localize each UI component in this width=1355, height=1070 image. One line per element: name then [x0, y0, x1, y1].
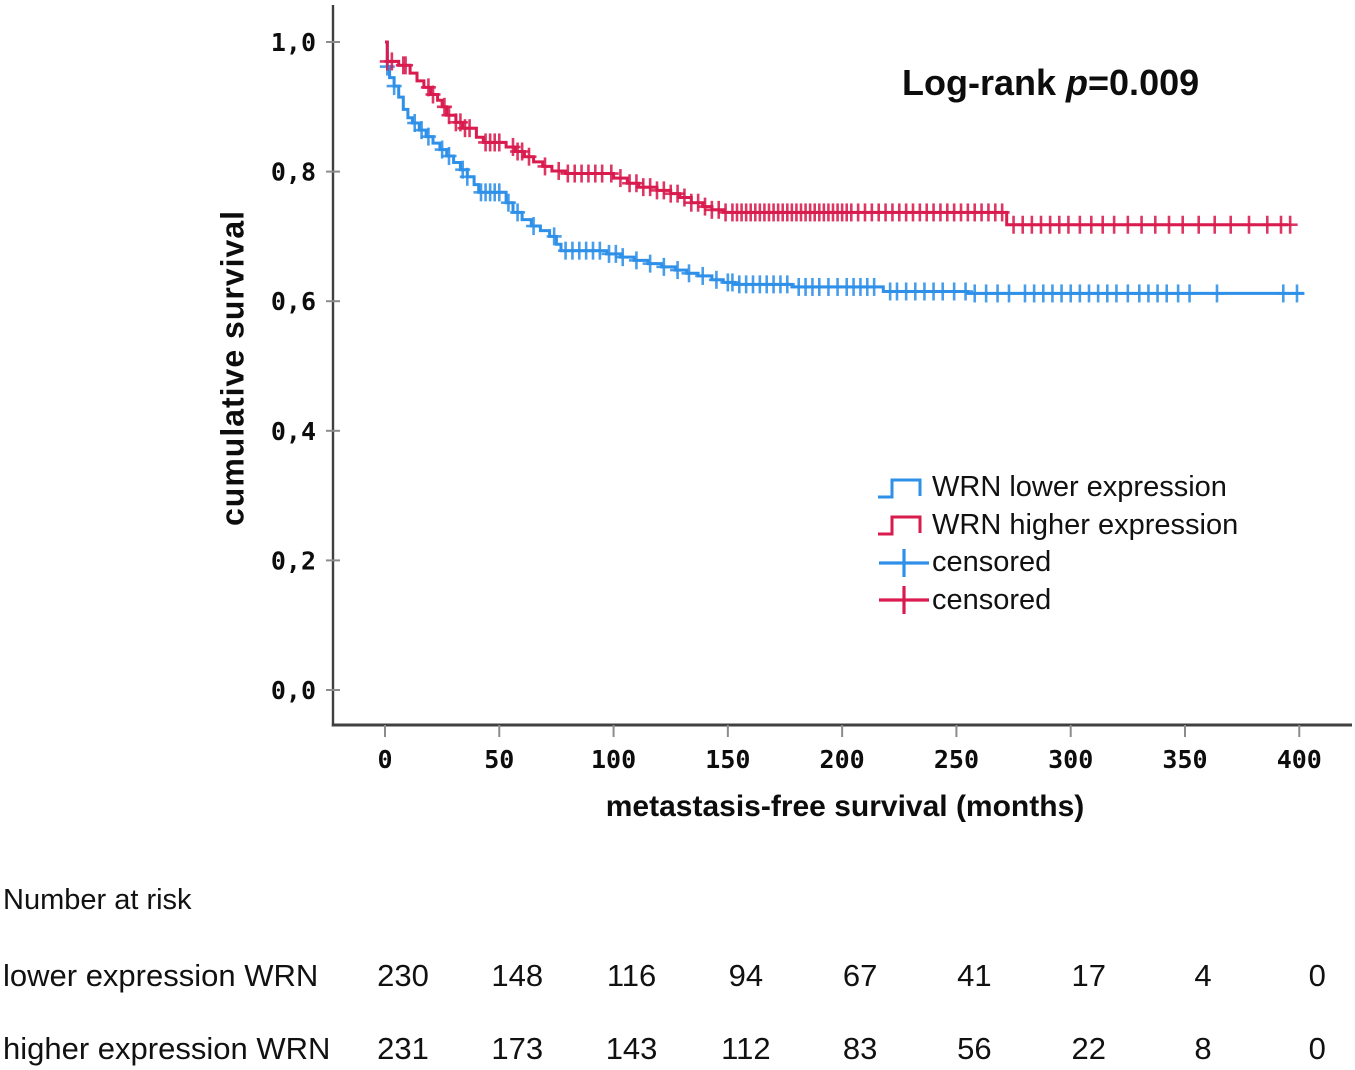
- step-line-icon: [878, 515, 922, 536]
- log-rank-annotation: Log-rank p=0.009: [902, 62, 1199, 104]
- x-tick-label: 250: [934, 745, 979, 774]
- risk-count: 0: [1308, 958, 1326, 993]
- risk-count: 8: [1194, 1031, 1212, 1066]
- legend-item: WRN lower expression: [876, 469, 1238, 507]
- legend-item: censored: [876, 544, 1238, 582]
- risk-count: 0: [1308, 1031, 1326, 1066]
- risk-count: 67: [842, 958, 878, 993]
- x-tick-label: 50: [484, 745, 514, 774]
- step-line-icon: [878, 478, 922, 499]
- legend-item: censored: [876, 582, 1238, 620]
- y-tick-label: 0,8: [271, 158, 316, 187]
- risk-count: 22: [1071, 1031, 1106, 1066]
- legend-label: WRN lower expression: [932, 471, 1227, 504]
- legend-label: censored: [932, 546, 1052, 579]
- risk-count: 231: [377, 1031, 429, 1066]
- risk-count: 230: [377, 958, 429, 993]
- risk-count: 4: [1194, 958, 1212, 993]
- y-tick-label: 0,0: [271, 676, 316, 705]
- risk-count: 94: [728, 958, 764, 993]
- risk-table-row: lower expression WRN 230 148 116 94 67 41 17 4 0: [0, 958, 1355, 998]
- log-rank-text: Log-rank: [902, 62, 1067, 103]
- y-tick-label: 0,2: [271, 546, 316, 575]
- legend-label: WRN higher expression: [932, 508, 1239, 541]
- risk-count: 112: [721, 1031, 771, 1066]
- x-tick-label: 300: [1048, 745, 1093, 774]
- log-rank-p-value: =0.009: [1088, 62, 1200, 103]
- y-tick-label: 0,4: [271, 417, 316, 446]
- risk-count: 56: [957, 1031, 992, 1066]
- chart-legend: WRN lower expression WRN higher expressio…: [876, 469, 1238, 619]
- legend-item: WRN higher expression: [876, 507, 1238, 545]
- risk-count: 148: [491, 958, 544, 993]
- x-axis-title: metastasis-free survival (months): [605, 790, 1085, 823]
- risk-count: 143: [605, 1031, 658, 1066]
- risk-table-title: Number at risk: [3, 884, 192, 916]
- risk-row-label: lower expression WRN: [3, 958, 319, 993]
- legend-label: censored: [932, 583, 1052, 616]
- risk-table-row: higher expression WRN 231 173 143 112 83 56 22 8…: [0, 1031, 1355, 1070]
- risk-count: 83: [842, 1031, 878, 1066]
- y-axis-title: cumulative survival: [214, 209, 251, 527]
- risk-row-label: higher expression WRN: [3, 1031, 331, 1066]
- y-tick-label: 0,6: [271, 287, 316, 316]
- y-tick-label: 1,0: [271, 28, 316, 57]
- x-tick-label: 200: [820, 745, 865, 774]
- risk-count: 41: [957, 958, 992, 993]
- x-tick-label: 150: [705, 745, 750, 774]
- x-tick-label: 400: [1277, 745, 1322, 774]
- risk-count: 173: [491, 1031, 544, 1066]
- risk-count: 17: [1071, 958, 1106, 993]
- kaplan-meier-chart: 1,0 0,8 0,6 0,4 0,2 0,0 0 50 100 150 200 250 300 350 4…: [271, 5, 1352, 774]
- risk-count: 116: [606, 958, 657, 993]
- censored-plus-icon: [879, 586, 929, 615]
- censored-plus-icon: [879, 548, 929, 577]
- x-tick-label: 0: [377, 745, 392, 774]
- x-tick-label: 100: [591, 745, 636, 774]
- log-rank-p-symbol: p: [1066, 62, 1089, 103]
- x-tick-label: 350: [1162, 745, 1207, 774]
